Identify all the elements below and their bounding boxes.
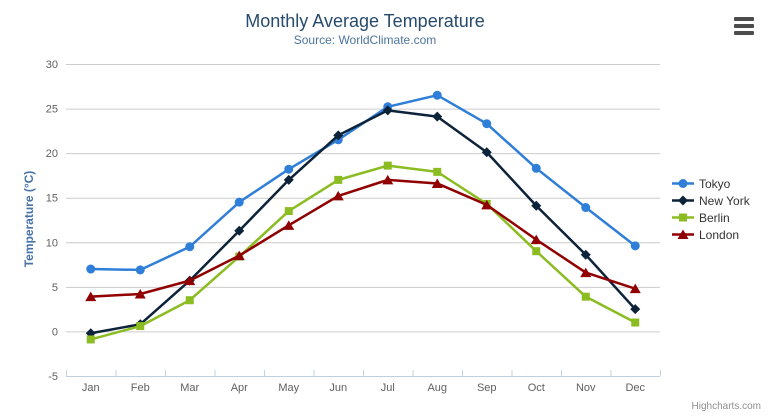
data-point[interactable] bbox=[678, 179, 688, 188]
data-point[interactable] bbox=[185, 296, 194, 305]
data-point[interactable] bbox=[332, 190, 344, 201]
data-point[interactable] bbox=[432, 90, 442, 100]
y-axis-label: 20 bbox=[46, 148, 58, 160]
data-point[interactable] bbox=[284, 207, 293, 216]
data-point[interactable] bbox=[334, 175, 343, 184]
data-point[interactable] bbox=[86, 264, 96, 274]
legend-item-tokyo[interactable]: Tokyo bbox=[672, 175, 750, 192]
series-line-berlin[interactable] bbox=[89, 164, 637, 341]
chart-title: Monthly Average Temperature bbox=[245, 11, 485, 31]
data-point[interactable] bbox=[184, 275, 196, 286]
data-point[interactable] bbox=[383, 161, 392, 170]
hamburger-menu-icon bbox=[734, 17, 754, 21]
x-axis-label: Jun bbox=[329, 382, 347, 394]
diamond-legend-marker-icon bbox=[672, 195, 694, 206]
x-axis-label: Nov bbox=[576, 382, 596, 394]
data-point[interactable] bbox=[382, 174, 394, 185]
legend-label: Berlin bbox=[699, 210, 730, 225]
series-london bbox=[85, 174, 641, 302]
series-line-tokyo[interactable] bbox=[89, 93, 637, 272]
hamburger-menu-icon bbox=[734, 24, 754, 28]
y-axis-label: 30 bbox=[46, 59, 58, 71]
x-axis-label: Dec bbox=[625, 382, 645, 394]
y-axis-label: 0 bbox=[52, 326, 58, 338]
data-point[interactable] bbox=[382, 105, 393, 116]
y-axis-label: 15 bbox=[46, 193, 58, 205]
data-point[interactable] bbox=[234, 197, 244, 207]
data-point[interactable] bbox=[135, 265, 145, 275]
legend-item-new-york[interactable]: New York bbox=[672, 192, 750, 209]
series-new-york bbox=[85, 105, 641, 339]
y-axis-label: 5 bbox=[52, 282, 58, 294]
data-point[interactable] bbox=[531, 200, 542, 211]
legend-label: Tokyo bbox=[699, 176, 731, 191]
data-point[interactable] bbox=[185, 242, 195, 252]
data-point[interactable] bbox=[85, 291, 97, 302]
legend-item-berlin[interactable]: Berlin bbox=[672, 209, 750, 226]
data-point[interactable] bbox=[677, 229, 689, 240]
data-point[interactable] bbox=[481, 147, 492, 158]
data-point[interactable] bbox=[580, 267, 592, 278]
data-point[interactable] bbox=[333, 130, 344, 141]
x-axis-label: Oct bbox=[528, 382, 545, 394]
y-axis-label: -5 bbox=[48, 371, 58, 383]
triangle-legend-marker-icon bbox=[672, 229, 694, 240]
data-point[interactable] bbox=[431, 178, 443, 188]
x-axis-label: May bbox=[278, 382, 299, 394]
series-line-new-york[interactable] bbox=[89, 109, 637, 335]
square-legend-marker-icon bbox=[672, 213, 694, 222]
data-point[interactable] bbox=[532, 247, 541, 256]
data-point[interactable] bbox=[630, 304, 641, 315]
data-point[interactable] bbox=[86, 335, 95, 344]
data-point[interactable] bbox=[630, 241, 640, 251]
legend-item-london[interactable]: London bbox=[672, 226, 750, 243]
data-point[interactable] bbox=[283, 220, 295, 230]
series-line-london[interactable] bbox=[89, 178, 637, 298]
legend-label: New York bbox=[699, 193, 750, 208]
x-axis-label: Jan bbox=[82, 382, 100, 394]
data-point[interactable] bbox=[530, 234, 542, 245]
data-point[interactable] bbox=[432, 111, 443, 122]
data-point[interactable] bbox=[233, 250, 245, 261]
data-point[interactable] bbox=[136, 322, 145, 331]
data-point[interactable] bbox=[284, 164, 294, 174]
x-axis-label: Feb bbox=[131, 382, 150, 394]
data-point[interactable] bbox=[531, 163, 541, 173]
credits-link[interactable]: Highcharts.com bbox=[691, 401, 761, 412]
circle-legend-marker-icon bbox=[672, 179, 694, 188]
series-tokyo bbox=[86, 90, 640, 275]
legend: Tokyo New York Berlin London bbox=[672, 175, 750, 243]
data-point[interactable] bbox=[481, 199, 493, 210]
data-point[interactable] bbox=[433, 167, 442, 176]
x-axis-label: Mar bbox=[180, 382, 199, 394]
data-point[interactable] bbox=[283, 174, 294, 185]
x-axis-label: Aug bbox=[427, 382, 447, 394]
data-point[interactable] bbox=[581, 292, 590, 301]
data-point[interactable] bbox=[134, 288, 146, 299]
x-axis-label: Jul bbox=[381, 382, 395, 394]
data-point[interactable] bbox=[678, 195, 688, 206]
data-point[interactable] bbox=[629, 283, 641, 294]
x-axis-label: Apr bbox=[231, 382, 248, 394]
y-axis-label: 25 bbox=[46, 104, 58, 116]
data-point[interactable] bbox=[482, 119, 492, 129]
data-point[interactable] bbox=[234, 225, 245, 236]
hamburger-menu-icon bbox=[734, 31, 754, 35]
data-point[interactable] bbox=[631, 318, 640, 327]
data-point[interactable] bbox=[581, 203, 591, 213]
legend-label: London bbox=[699, 227, 740, 242]
chart-context-menu-button[interactable] bbox=[734, 17, 756, 35]
y-axis-label: 10 bbox=[46, 237, 58, 249]
y-axis-title: Temperature (°C) bbox=[22, 170, 36, 268]
data-point[interactable] bbox=[679, 213, 687, 222]
x-axis-label: Sep bbox=[477, 382, 497, 394]
chart-subtitle: Source: WorldClimate.com bbox=[293, 33, 437, 47]
data-point[interactable] bbox=[580, 249, 591, 260]
